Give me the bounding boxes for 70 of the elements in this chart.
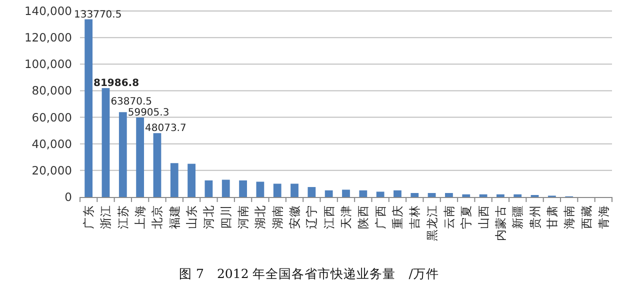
x-tick-label: 辽宁 [304, 205, 319, 229]
x-tick-label: 河南 [236, 205, 250, 229]
x-tick-label: 广东 [82, 205, 96, 229]
x-tick-label: 河北 [202, 205, 216, 229]
caption: 图 7 2012 年全国各省市快递业务量 /万件 [179, 266, 439, 281]
x-tick-label: 北京 [150, 205, 164, 229]
y-tick-label: 80,000 [32, 84, 72, 98]
bar [118, 112, 127, 197]
y-tick-label: 100,000 [24, 57, 72, 72]
y-tick-label: 40,000 [32, 136, 72, 151]
data-label: 59905.3 [128, 107, 170, 118]
bar [239, 180, 247, 197]
x-tick-label: 山西 [476, 205, 490, 229]
bar [84, 19, 93, 197]
bar [394, 190, 402, 197]
bar [273, 184, 282, 197]
x-tick-label: 吉林 [408, 205, 422, 229]
x-tick-label: 甘肃 [544, 205, 559, 229]
x-tick-label: 湖北 [253, 205, 268, 229]
bar [222, 180, 230, 197]
bar [376, 192, 384, 197]
data-label: 81986.8 [94, 78, 140, 90]
bar [256, 182, 264, 197]
bar [445, 193, 453, 197]
y-tick-label: 0 [64, 190, 72, 204]
x-tick-label: 云南 [442, 205, 456, 229]
bar [359, 190, 368, 197]
x-tick-label: 浙江 [98, 205, 113, 229]
x-tick-label: 海南 [562, 205, 576, 229]
x-tick-label: 内蒙古 [493, 205, 508, 241]
bar [324, 190, 333, 197]
x-tick-label: 重庆 [390, 205, 404, 229]
x-tick-label: 四川 [218, 205, 233, 229]
x-tick-label: 广西 [373, 205, 388, 229]
bar [188, 164, 196, 197]
x-tick-label: 江苏 [116, 205, 130, 229]
x-tick-label: 新疆 [510, 205, 525, 229]
bar [290, 184, 298, 197]
bar [170, 163, 178, 197]
x-tick-label: 上海 [133, 205, 148, 229]
bar [428, 193, 436, 197]
x-tick-label: 西藏 [579, 205, 594, 229]
x-tick-label: 山东 [184, 205, 199, 229]
bar [514, 194, 522, 197]
y-tick-label: 120,000 [24, 30, 72, 45]
bar [410, 193, 419, 197]
data-label: 48073.7 [145, 123, 186, 134]
bar [102, 88, 110, 197]
x-tick-label: 青海 [596, 205, 610, 229]
bar [153, 133, 162, 197]
bar [342, 190, 350, 197]
bar [204, 180, 213, 197]
data-label: 63870.5 [110, 96, 152, 108]
x-tick-label: 宁夏 [459, 205, 474, 229]
x-tick-label: 陕西 [356, 205, 370, 229]
data-label: 133770.5 [74, 9, 122, 20]
y-tick-label: 20,000 [32, 163, 72, 178]
y-tick-label: 60,000 [32, 110, 72, 124]
bar [136, 117, 144, 197]
x-tick-label: 江西 [322, 205, 336, 229]
x-tick-label: 福建 [167, 205, 182, 229]
x-tick-label: 湖南 [270, 205, 284, 229]
y-tick-label: 140,000 [24, 4, 72, 18]
x-tick-label: 贵州 [528, 205, 542, 229]
x-tick-label: 黑龙江 [424, 205, 439, 241]
bar [462, 194, 470, 197]
x-tick-label: 天津 [339, 205, 353, 229]
bar [308, 187, 316, 197]
x-tick-label: 安徽 [288, 205, 302, 229]
bar [496, 194, 504, 197]
